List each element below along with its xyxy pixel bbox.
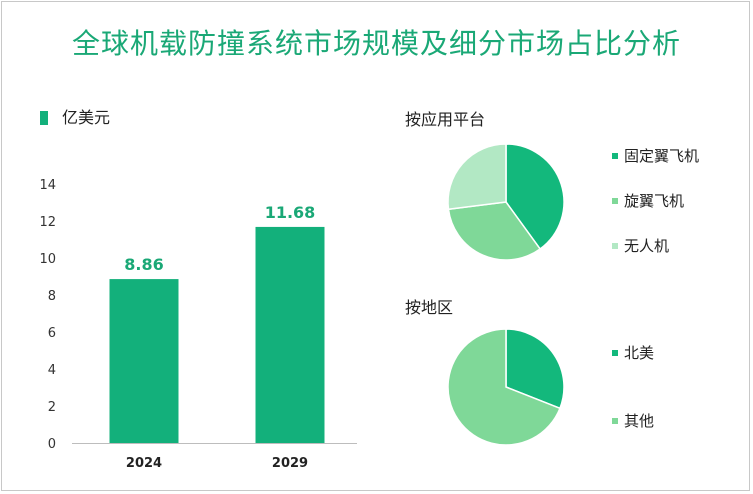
y-tick-label: 14 xyxy=(39,178,56,193)
pie-1-title: 按应用平台 xyxy=(405,110,486,129)
legend-swatch xyxy=(612,418,618,424)
pie-2-legend-item: 北美 xyxy=(612,342,654,363)
legend-swatch xyxy=(612,243,618,249)
y-tick-label: 6 xyxy=(48,326,56,341)
pie-chart-region xyxy=(447,328,565,446)
x-tick-label: 2029 xyxy=(272,456,308,471)
legend-label: 无人机 xyxy=(624,237,670,255)
y-tick-label: 10 xyxy=(39,252,56,267)
pie-2-legend-item: 其他 xyxy=(612,410,654,431)
pie-slice-其他 xyxy=(447,328,561,446)
pie-2-title: 按地区 xyxy=(405,298,454,317)
pie-slice-旋翼飞机 xyxy=(447,201,542,261)
bar-data-label: 11.68 xyxy=(265,203,316,222)
y-tick-label: 12 xyxy=(39,215,56,230)
legend-label: 其他 xyxy=(624,412,655,430)
legend-label: 北美 xyxy=(624,344,655,362)
pie-chart-platform xyxy=(447,143,565,261)
y-tick-label: 8 xyxy=(48,289,56,304)
legend-swatch xyxy=(612,198,618,204)
unit-legend: 亿美元 xyxy=(40,104,110,128)
pie-1-legend-item: 固定翼飞机 xyxy=(612,145,699,166)
unit-legend-label: 亿美元 xyxy=(62,108,111,127)
pie-1-legend-item: 无人机 xyxy=(612,235,669,256)
y-tick-label: 2 xyxy=(48,400,56,415)
legend-label: 固定翼飞机 xyxy=(624,147,700,165)
unit-legend-swatch xyxy=(40,111,48,125)
pie-1-legend-item: 旋翼飞机 xyxy=(612,190,684,211)
bar-data-label: 8.86 xyxy=(124,255,163,274)
pie-slice-北美 xyxy=(505,328,565,410)
legend-swatch xyxy=(612,153,618,159)
legend-label: 旋翼飞机 xyxy=(624,192,685,210)
y-tick-label: 4 xyxy=(48,363,56,378)
pie-slice-无人机 xyxy=(447,143,507,211)
legend-swatch xyxy=(612,350,618,356)
y-tick-label: 0 xyxy=(48,437,56,452)
bar-2024 xyxy=(109,279,179,443)
pie-slice-固定翼飞机 xyxy=(505,143,565,250)
chart-title: 全球机载防撞系统市场规模及细分市场占比分析 xyxy=(71,27,681,60)
x-tick-label: 2024 xyxy=(126,456,162,471)
bar-2029 xyxy=(255,226,325,443)
